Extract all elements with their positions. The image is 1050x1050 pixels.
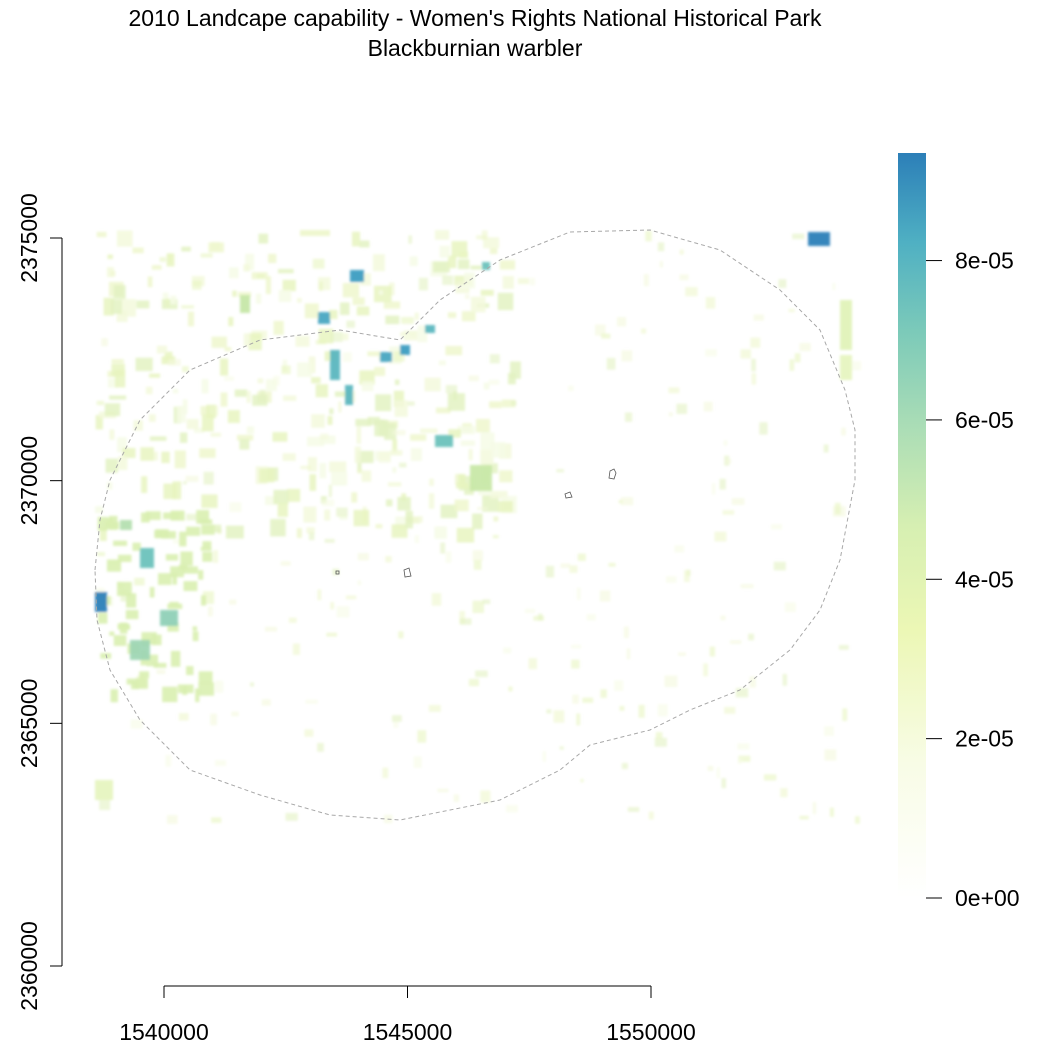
y-axis: 2360000 2365000 2370000 2375000 <box>16 193 63 1011</box>
legend-tick-label: 6e-05 <box>955 407 1014 433</box>
x-axis-tick-label: 1550000 <box>606 1019 696 1045</box>
map-title: 2010 Landcape capability - Women's Right… <box>128 5 822 31</box>
legend-tick-label: 0e+00 <box>955 885 1020 911</box>
park-unit-outline <box>403 567 412 578</box>
legend-tick-label: 2e-05 <box>955 726 1014 752</box>
x-axis-tick-label: 1540000 <box>119 1019 209 1045</box>
legend-tick-label: 8e-05 <box>955 248 1014 274</box>
legend-tick-label: 4e-05 <box>955 566 1014 592</box>
park-unit-outline <box>564 491 573 499</box>
park-unit-outline <box>608 468 617 480</box>
y-axis-tick-label: 2365000 <box>16 679 42 769</box>
y-axis-tick-label: 2370000 <box>16 436 42 526</box>
x-axis-tick-label: 1545000 <box>363 1019 453 1045</box>
legend-colorbar <box>898 153 926 898</box>
y-axis-tick-label: 2375000 <box>16 193 42 283</box>
capability-raster <box>95 230 862 824</box>
park-unit-outline <box>335 570 340 575</box>
legend: 0e+00 2e-05 4e-05 6e-05 8e-05 <box>898 153 1020 911</box>
park-units <box>335 468 617 578</box>
park-buffer-boundary <box>94 229 856 821</box>
map-subtitle: Blackburnian warbler <box>367 35 583 61</box>
x-axis: 1540000 1545000 1550000 <box>119 985 696 1045</box>
y-axis-tick-label: 2360000 <box>16 921 42 1011</box>
